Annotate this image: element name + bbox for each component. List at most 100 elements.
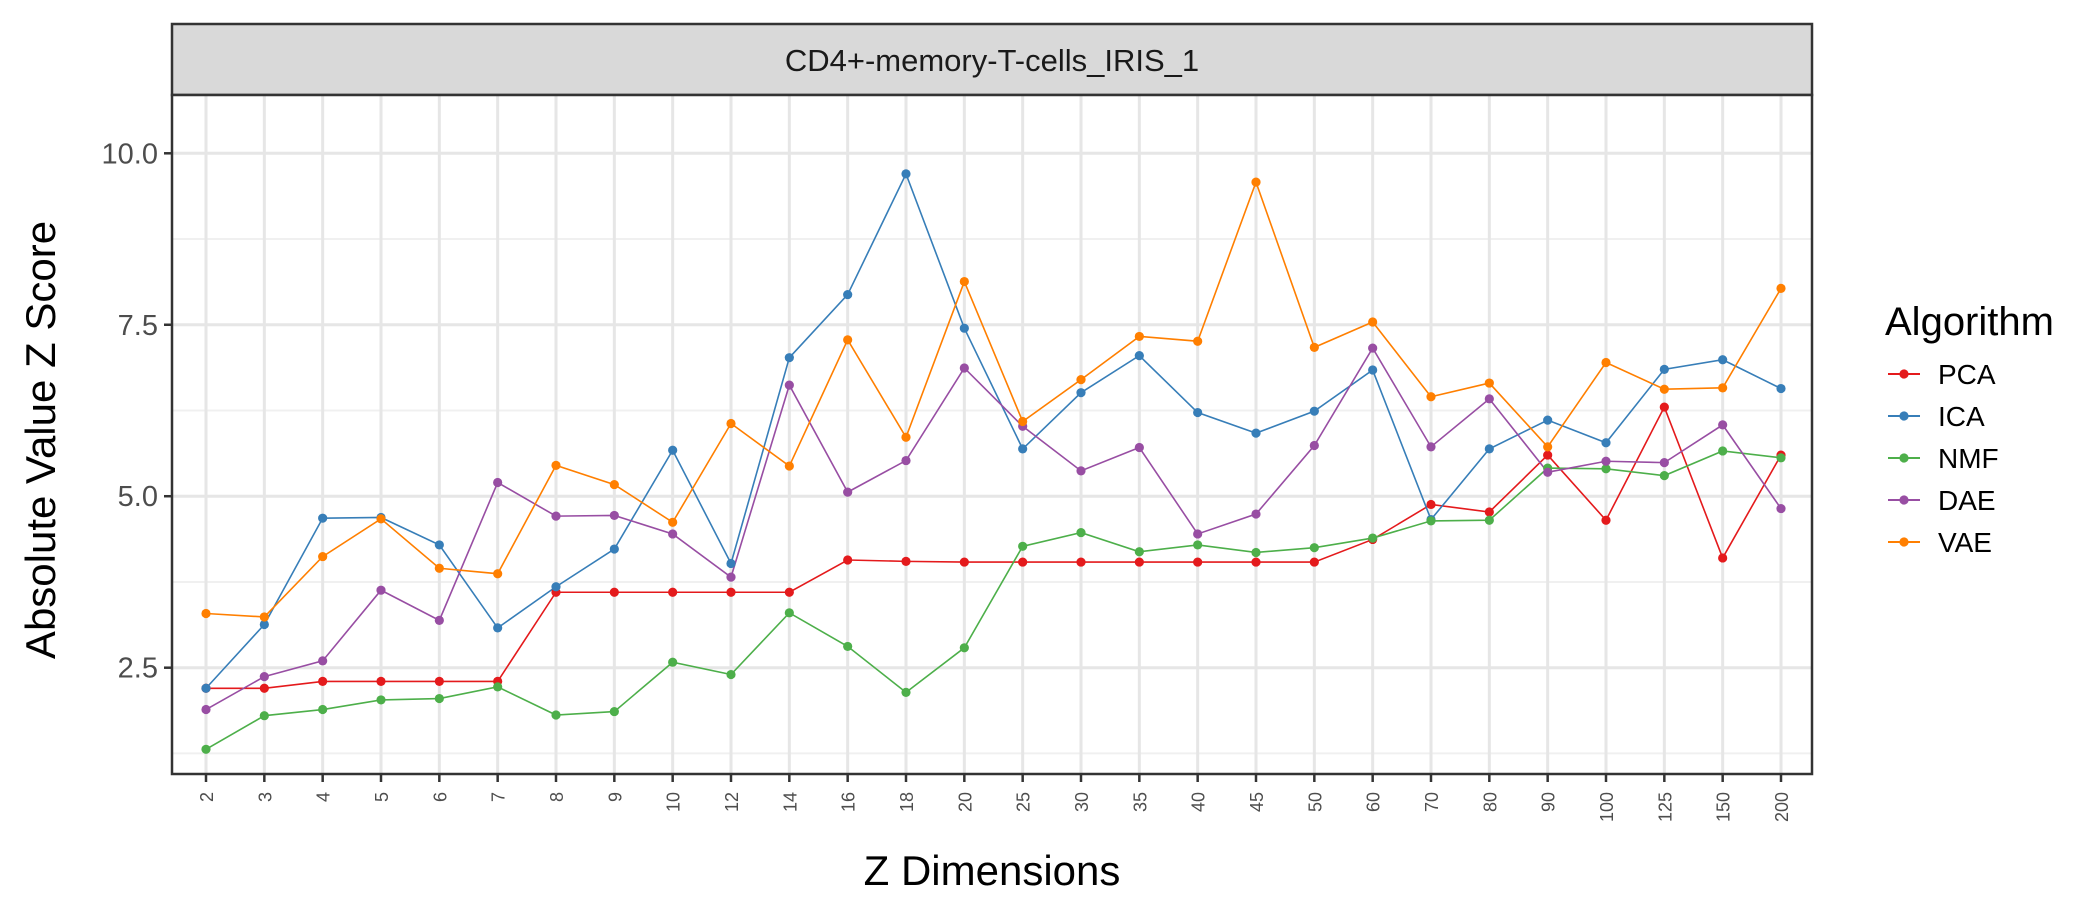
data-point-vae (1076, 375, 1086, 385)
legend-label-dae: DAE (1938, 485, 1996, 516)
data-point-dae (201, 704, 211, 715)
data-point-ica (318, 513, 328, 523)
x-tick-label: 4 (314, 792, 334, 802)
data-point-dae (609, 510, 619, 521)
data-point-vae (901, 432, 911, 442)
data-point-dae (1368, 343, 1378, 353)
data-point-vae (668, 517, 678, 527)
x-tick-label: 16 (839, 792, 859, 812)
data-point-pca (1426, 499, 1436, 510)
series-line-nmf (205, 450, 1782, 751)
data-point-nmf (1018, 541, 1028, 551)
plot-border (170, 93, 1814, 776)
x-tick-label: 200 (1772, 792, 1792, 822)
data-point-vae (318, 551, 328, 562)
data-point-nmf (1368, 533, 1378, 543)
data-point-pca (1659, 402, 1669, 412)
data-point-dae (318, 656, 328, 666)
data-point-ica (434, 540, 444, 550)
data-point-pca (668, 587, 678, 597)
data-point-vae (1718, 383, 1728, 393)
legend-key-point (1899, 537, 1909, 547)
data-point-ica (843, 289, 853, 300)
data-point-dae (1134, 442, 1144, 453)
data-point-dae (259, 672, 269, 682)
legend-key-point (1899, 369, 1909, 379)
data-point-dae (1718, 420, 1728, 430)
x-tick-label: 5 (372, 792, 392, 802)
data-point-pca (1543, 450, 1553, 460)
data-point-vae (551, 460, 561, 470)
data-point-ica (1484, 444, 1494, 454)
data-point-nmf (1601, 464, 1611, 474)
data-point-ica (201, 683, 211, 693)
data-point-dae (1601, 456, 1611, 466)
legend: Algorithm PCA ICA NMF DAE VAE (1885, 300, 2054, 558)
x-tick-label: 10 (664, 792, 684, 812)
data-point-ica (1018, 444, 1028, 454)
data-point-nmf (1193, 540, 1203, 550)
x-tick-label: 40 (1189, 792, 1209, 812)
x-tick-label: 6 (430, 792, 450, 802)
data-point-ica (1601, 438, 1611, 448)
data-point-dae (376, 585, 386, 595)
data-point-dae (1193, 529, 1203, 539)
y-tick-label: 10.0 (102, 138, 158, 170)
data-point-ica (1134, 351, 1144, 361)
data-point-pca (901, 556, 911, 566)
data-point-nmf (1134, 547, 1144, 557)
data-point-vae (1193, 336, 1203, 346)
series-line-pca (206, 405, 1782, 690)
data-point-ica (726, 558, 736, 569)
data-point-ica (609, 544, 619, 554)
data-point-ica (784, 353, 794, 363)
data-point-ica (1659, 364, 1669, 374)
grid-major (172, 95, 1812, 774)
x-tick-label: 45 (1247, 792, 1267, 812)
grid-minor (172, 238, 1812, 755)
data-point-ica (1776, 383, 1786, 394)
data-point-vae (493, 569, 503, 579)
x-axis-title: Z Dimensions (864, 847, 1121, 894)
data-point-vae (1251, 177, 1261, 187)
data-point-vae (726, 418, 736, 429)
data-point-vae (609, 479, 619, 490)
data-point-nmf (726, 669, 736, 680)
x-tick-label: 150 (1714, 792, 1734, 822)
legend-label-pca: PCA (1938, 359, 1996, 390)
x-axis: 2 3 4 5 6 7 8 9 10 12 14 16 18 20 25 30 35 40 45 50 60 70 80 90… (197, 774, 1792, 822)
data-point-dae (551, 511, 561, 521)
data-point-pca (609, 587, 619, 597)
x-tick-label: 50 (1305, 792, 1325, 812)
data-point-pca (1134, 557, 1144, 567)
data-point-vae (784, 461, 794, 471)
legend-key-point (1899, 453, 1909, 463)
data-point-vae (1659, 384, 1669, 394)
data-point-pca (318, 676, 328, 687)
data-point-ica (551, 582, 561, 592)
legend-title: Algorithm (1885, 300, 2054, 344)
data-point-nmf (609, 706, 619, 717)
data-point-nmf (1426, 516, 1436, 526)
x-tick-label: 9 (605, 792, 625, 802)
data-point-dae (1776, 503, 1786, 514)
data-point-pca (726, 587, 736, 597)
data-point-nmf (434, 693, 444, 704)
x-tick-label: 7 (489, 792, 509, 802)
legend-key-point (1899, 411, 1909, 421)
x-tick-label: 80 (1480, 792, 1500, 812)
data-point-vae (843, 335, 853, 345)
data-point-pca (1018, 557, 1028, 567)
data-point-ica (493, 623, 503, 633)
data-point-ica (959, 323, 969, 333)
data-point-dae (1659, 458, 1669, 468)
data-point-pca (784, 587, 794, 597)
x-tick-label: 14 (780, 792, 800, 812)
x-tick-label: 30 (1072, 792, 1092, 812)
x-tick-label: 2 (197, 792, 217, 802)
data-point-pca (1309, 557, 1319, 567)
x-tick-label: 70 (1422, 792, 1442, 812)
data-point-vae (376, 514, 386, 524)
data-point-nmf (668, 657, 678, 667)
